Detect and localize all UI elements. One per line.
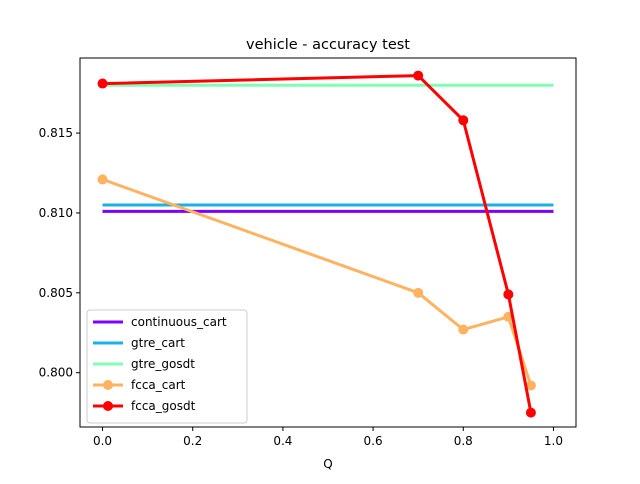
data-point-fcca_cart	[525, 380, 536, 391]
data-point-fcca_gosdt	[458, 115, 469, 126]
data-point-fcca_gosdt	[503, 289, 514, 300]
legend-marker-fcca_gosdt	[103, 401, 113, 411]
legend-label-gtre_cart: gtre_cart	[131, 336, 185, 350]
chart-title: vehicle - accuracy test	[246, 37, 410, 53]
data-point-fcca_cart	[413, 287, 424, 298]
x-tick-label: 0.6	[364, 434, 383, 448]
legend-box	[86, 309, 248, 424]
x-tick-label: 1.0	[544, 434, 563, 448]
x-tick-label: 0.8	[454, 434, 473, 448]
x-tick-label: 0.0	[93, 434, 112, 448]
legend-label-fcca_cart: fcca_cart	[131, 378, 186, 392]
data-point-fcca_gosdt	[525, 407, 536, 418]
data-point-fcca_gosdt	[413, 70, 424, 81]
plot-frame	[79, 57, 577, 428]
legend-label-fcca_gosdt: fcca_gosdt	[131, 399, 196, 413]
y-tick-label: 0.800	[39, 366, 73, 380]
legend-marker-fcca_cart	[103, 380, 113, 390]
legend: continuous_cart gtre_cart gtre_gosdt fcca_c…	[86, 309, 248, 424]
data-point-fcca_gosdt	[97, 78, 108, 89]
legend-label-continuous_cart: continuous_cart	[131, 315, 227, 329]
y-axis: 0.800 0.805 0.810 0.815	[39, 126, 80, 380]
legend-label-gtre_gosdt: gtre_gosdt	[131, 357, 195, 371]
x-tick-label: 0.4	[273, 434, 292, 448]
series-layer	[97, 70, 554, 418]
x-axis-label: Q	[323, 457, 332, 471]
y-tick-label: 0.805	[39, 286, 73, 300]
x-tick-label: 0.2	[183, 434, 202, 448]
y-tick-label: 0.810	[39, 206, 73, 220]
data-point-fcca_cart	[458, 324, 469, 335]
data-point-fcca_cart	[97, 174, 108, 185]
x-axis: 0.0 0.2 0.4 0.6 0.8 1.0	[93, 427, 563, 448]
y-tick-label: 0.815	[39, 126, 73, 140]
